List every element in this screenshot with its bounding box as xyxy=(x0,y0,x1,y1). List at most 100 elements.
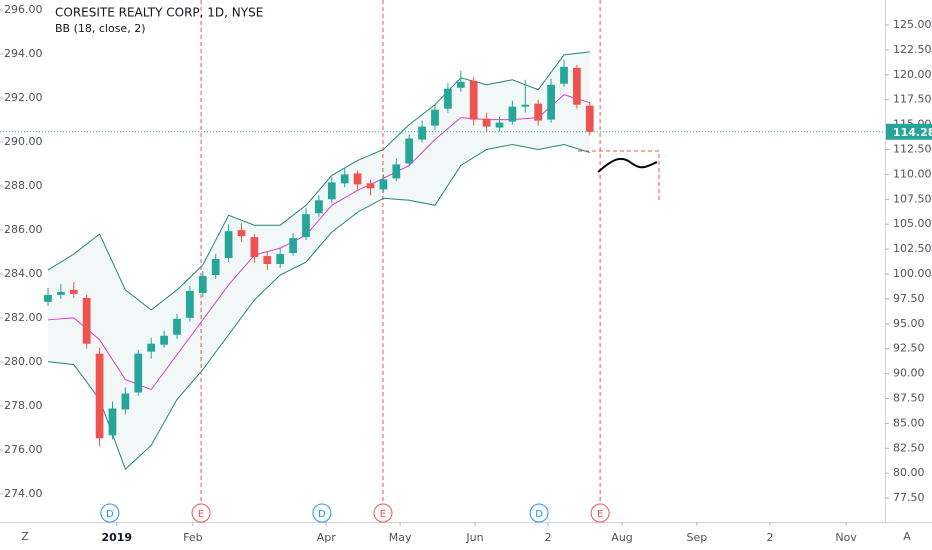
candle-body xyxy=(444,88,452,109)
candle-body xyxy=(57,291,65,295)
candle-body xyxy=(418,126,426,140)
candle-body xyxy=(95,353,104,439)
band-fill xyxy=(47,51,590,470)
y-tick-label: 92.50 xyxy=(893,342,925,355)
candle-body xyxy=(160,335,168,345)
x-tick-label: Aug xyxy=(611,531,632,544)
y-tick-label: 102.50 xyxy=(893,242,932,255)
y2-tick-label: 290.00 xyxy=(4,135,43,148)
candle-body xyxy=(211,259,220,275)
candle-body xyxy=(534,103,543,121)
candle-body xyxy=(495,122,504,128)
candle-body xyxy=(340,174,349,184)
candle-body xyxy=(69,289,78,294)
corner-button[interactable]: Z xyxy=(21,530,29,543)
event-marker xyxy=(590,503,610,523)
candle-body xyxy=(198,275,207,293)
x-tick-label: May xyxy=(389,531,412,544)
event-label: E xyxy=(198,509,204,520)
x-tick-label: Jun xyxy=(465,531,483,544)
bb-lower xyxy=(47,144,590,471)
y2-tick-label: 288.00 xyxy=(4,179,43,192)
y-tick-label: 122.50 xyxy=(893,43,932,56)
event-label: D xyxy=(106,509,114,520)
chart-title: CORESITE REALTY CORP, 1D, NYSE xyxy=(55,6,263,20)
y-tick-label: 120.00 xyxy=(893,68,932,81)
corner-button[interactable]: A xyxy=(903,530,911,543)
candle-body xyxy=(327,182,336,200)
candle-body xyxy=(302,214,310,238)
event-label: E xyxy=(597,509,603,520)
y-tick-label: 77.50 xyxy=(893,491,925,504)
candle-body xyxy=(392,164,401,179)
candle-body xyxy=(405,138,414,164)
candle-body xyxy=(585,105,594,132)
y-tick-label: 110.00 xyxy=(893,167,932,180)
y2-tick-label: 286.00 xyxy=(4,223,43,236)
y2-tick-label: 296.00 xyxy=(4,3,43,16)
candle-body xyxy=(147,343,156,352)
candle-body xyxy=(353,173,362,185)
x-tick-label: 2019 xyxy=(101,531,132,544)
x-tick-label: Nov xyxy=(835,531,857,544)
event-marker xyxy=(312,503,332,523)
y2-tick-label: 284.00 xyxy=(4,267,43,280)
candle-body xyxy=(482,118,491,127)
event-label: E xyxy=(380,509,386,520)
y-tick-label: 107.50 xyxy=(893,192,932,205)
y2-tick-label: 278.00 xyxy=(4,399,43,412)
candle-body xyxy=(173,318,181,335)
y2-tick-label: 276.00 xyxy=(4,443,43,456)
event-marker xyxy=(529,503,549,523)
y-tick-label: 125.00 xyxy=(893,18,932,31)
event-marker xyxy=(100,503,120,523)
indicator-label: BB (18, close, 2) xyxy=(55,22,146,35)
candle-body xyxy=(276,254,285,265)
x-tick-label: Sep xyxy=(687,531,708,544)
candle-body xyxy=(315,200,323,214)
candle-body xyxy=(379,179,388,190)
projection-box xyxy=(578,150,660,200)
x-tick-label: Apr xyxy=(317,531,337,544)
event-label: D xyxy=(318,509,326,520)
x-tick-label: 2 xyxy=(545,531,552,544)
candle-body xyxy=(573,67,581,105)
candle-body xyxy=(44,294,52,302)
event-marker xyxy=(373,503,393,523)
candle-body xyxy=(431,109,439,126)
candle-body xyxy=(508,106,517,122)
candle-body xyxy=(366,183,375,189)
y-tick-label: 117.50 xyxy=(893,93,932,106)
x-tick-label: Feb xyxy=(183,531,202,544)
candle-body xyxy=(237,230,246,237)
last-price-label: 114.28 xyxy=(893,126,932,139)
y2-tick-label: 282.00 xyxy=(4,311,43,324)
y-tick-label: 87.50 xyxy=(893,391,925,404)
candle-body xyxy=(547,84,555,120)
y-tick-label: 112.50 xyxy=(893,142,932,155)
candle-body xyxy=(521,104,530,107)
candle-body xyxy=(134,353,143,393)
y-tick-label: 97.50 xyxy=(893,292,925,305)
candle-body xyxy=(456,81,465,88)
y-tick-label: 85.00 xyxy=(893,416,925,429)
y-tick-label: 80.00 xyxy=(893,466,925,479)
y-tick-label: 95.00 xyxy=(893,317,925,330)
bb-upper xyxy=(47,51,590,311)
candle-body xyxy=(82,297,91,344)
y-tick-label: 100.00 xyxy=(893,267,932,280)
y2-tick-label: 294.00 xyxy=(4,47,43,60)
y-tick-label: 90.00 xyxy=(893,367,925,380)
candle-body xyxy=(108,408,117,436)
y2-tick-label: 292.00 xyxy=(4,91,43,104)
candle-body xyxy=(186,290,194,318)
event-label: D xyxy=(535,509,543,520)
candle-body xyxy=(263,256,272,265)
y2-tick-label: 280.00 xyxy=(4,355,43,368)
x-tick-label: 2 xyxy=(766,531,773,544)
candle-body xyxy=(469,80,478,120)
last-price-tag xyxy=(886,123,932,140)
